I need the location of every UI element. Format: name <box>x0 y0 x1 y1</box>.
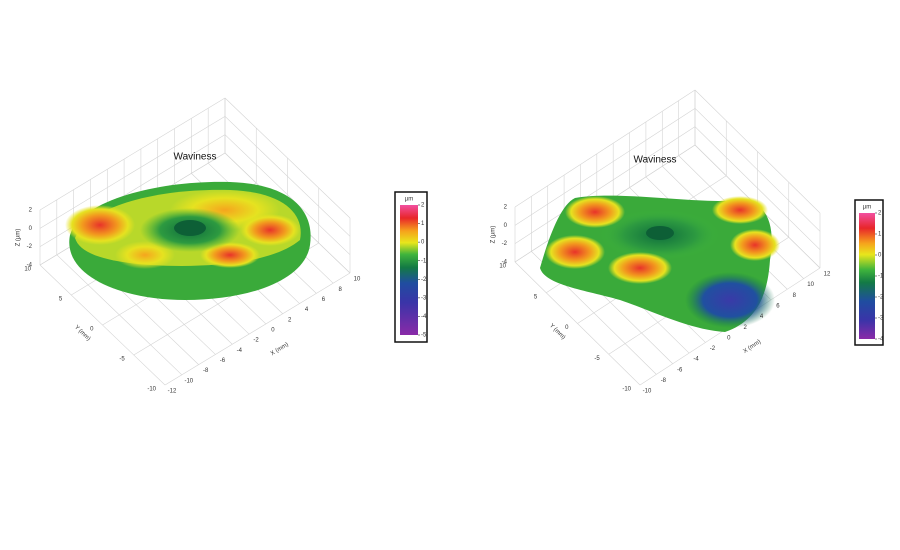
colorbar-tick-label: -4 <box>421 314 427 320</box>
y-tick-label: 0 <box>90 327 94 333</box>
colorbar-tick-label: -3 <box>878 316 884 322</box>
surface <box>540 195 780 332</box>
z-tick-label: 2 <box>29 208 33 214</box>
colorbar-tick-label: 1 <box>421 221 425 227</box>
colorbar <box>854 199 884 346</box>
z-tick-label: 0 <box>504 223 508 229</box>
grid-line <box>224 97 351 219</box>
z-tick-label: -4 <box>27 263 33 269</box>
grid-line <box>164 272 351 386</box>
z-axis-label: Z (µm) <box>491 226 497 244</box>
grid-line <box>694 108 821 232</box>
grid-line <box>514 126 696 244</box>
grid-line <box>514 89 696 208</box>
z-tick-label: -2 <box>27 244 33 250</box>
chart: Waviness-10-8-6-4-2024681012-10-50510-4-… <box>491 89 884 395</box>
colorbar-label: µm <box>405 197 413 203</box>
colorbar-tick-label: 0 <box>421 240 425 246</box>
y-tick-label: -5 <box>119 357 125 363</box>
chart-title: Waviness <box>174 152 217 163</box>
x-tick-label: -6 <box>220 358 226 364</box>
y-tick-label: 5 <box>59 297 63 303</box>
colorbar-tick-label: -3 <box>421 295 427 301</box>
y-tick-label: 0 <box>565 325 569 331</box>
grid-line <box>224 134 351 255</box>
z-tick-label: 2 <box>504 205 508 211</box>
x-tick-label: 2 <box>288 317 292 323</box>
y-tick-label: -10 <box>147 387 156 393</box>
x-tick-label: 10 <box>354 277 361 283</box>
x-tick-label: 4 <box>305 307 309 313</box>
x-tick-label: 6 <box>322 297 326 303</box>
x-tick-label: -4 <box>237 348 243 354</box>
x-tick-label: -10 <box>184 378 193 384</box>
x-tick-label: 8 <box>793 293 797 299</box>
y-axis-label: Y (mm) <box>548 323 566 341</box>
x-tick-label: -2 <box>710 346 716 352</box>
colorbar <box>394 191 428 343</box>
x-tick-label: -8 <box>203 368 209 374</box>
colorbar-tick-label: 2 <box>878 211 882 217</box>
colorbar-tick-label: -5 <box>421 333 427 339</box>
grid-line <box>39 116 226 229</box>
x-tick-label: 12 <box>824 272 831 278</box>
colorbar-tick-label: 1 <box>878 232 882 238</box>
colorbar-tick-label: -2 <box>878 295 884 301</box>
chart: Waviness-12-10-8-6-4-20246810-10-50510-4… <box>16 97 428 395</box>
x-tick-label: 8 <box>339 287 343 293</box>
x-tick-label: 2 <box>744 325 748 331</box>
x-tick-label: 10 <box>807 282 814 288</box>
x-tick-label: -8 <box>661 378 667 384</box>
x-tick-label: -2 <box>253 338 259 344</box>
colorbar-label: µm <box>863 205 871 211</box>
colorbar-tick-label: 0 <box>878 253 882 259</box>
y-tick-label: 5 <box>534 294 538 300</box>
grid-line <box>39 97 226 211</box>
y-tick-label: -5 <box>594 356 600 362</box>
x-tick-label: -12 <box>168 389 177 395</box>
x-tick-label: 4 <box>760 314 764 320</box>
colorbar-tick-label: 2 <box>421 203 425 209</box>
z-tick-label: 0 <box>29 226 33 232</box>
x-tick-label: 0 <box>271 327 275 333</box>
colorbar-tick-label: -1 <box>878 274 884 280</box>
x-axis-label: X (mm) <box>742 339 762 355</box>
x-tick-label: 6 <box>776 303 780 309</box>
y-tick-label: 10 <box>499 264 506 270</box>
x-tick-label: -4 <box>693 357 699 363</box>
x-tick-label: -10 <box>643 389 652 395</box>
grid-line <box>694 89 821 214</box>
z-tick-label: -2 <box>502 241 508 247</box>
x-axis-label: X (mm) <box>270 342 290 357</box>
colorbar-tick-label: -2 <box>421 277 427 283</box>
surface <box>65 181 311 300</box>
x-tick-label: -6 <box>677 367 683 373</box>
z-axis-label: Z (µm) <box>16 229 22 247</box>
grid-line <box>514 108 696 226</box>
z-tick-label: -4 <box>502 260 508 266</box>
y-axis-label: Y (mm) <box>73 324 91 342</box>
y-tick-label: -10 <box>622 387 631 393</box>
x-tick-label: 0 <box>727 335 731 341</box>
y-tick-label: 10 <box>24 267 31 273</box>
grid-line <box>694 126 821 250</box>
colorbar-tick-label: -4 <box>878 337 884 343</box>
grid-line <box>224 116 351 237</box>
colorbar-scale <box>859 213 875 339</box>
colorbar-tick-label: -1 <box>421 258 427 264</box>
colorbar-scale <box>400 205 418 335</box>
chart-title: Waviness <box>634 155 677 166</box>
